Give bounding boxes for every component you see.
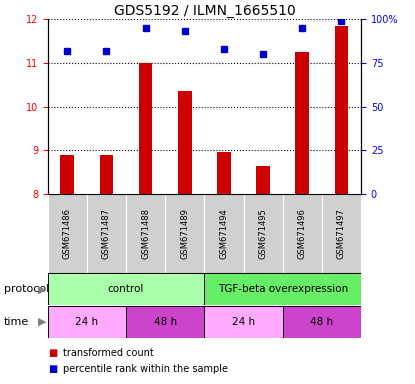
Bar xyxy=(139,63,152,194)
Text: control: control xyxy=(108,284,144,295)
Bar xyxy=(126,306,205,338)
Bar xyxy=(205,194,244,273)
Text: percentile rank within the sample: percentile rank within the sample xyxy=(63,364,229,374)
Text: 48 h: 48 h xyxy=(154,317,177,327)
Text: GSM671486: GSM671486 xyxy=(63,208,72,259)
Bar xyxy=(178,91,192,194)
Bar xyxy=(48,273,205,305)
Text: ■: ■ xyxy=(48,348,57,358)
Bar xyxy=(87,194,126,273)
Bar xyxy=(295,52,309,194)
Bar xyxy=(205,306,283,338)
Bar xyxy=(48,194,87,273)
Text: GSM671494: GSM671494 xyxy=(220,208,229,259)
Text: 24 h: 24 h xyxy=(232,317,255,327)
Text: GSM671495: GSM671495 xyxy=(259,208,268,259)
Bar xyxy=(256,166,270,194)
Bar xyxy=(283,306,361,338)
Text: GSM671487: GSM671487 xyxy=(102,208,111,259)
Text: ▶: ▶ xyxy=(38,317,46,327)
Title: GDS5192 / ILMN_1665510: GDS5192 / ILMN_1665510 xyxy=(114,4,295,18)
Bar xyxy=(322,194,361,273)
Bar xyxy=(126,194,165,273)
Bar xyxy=(283,194,322,273)
Bar xyxy=(205,273,361,305)
Text: ▶: ▶ xyxy=(38,284,46,294)
Bar xyxy=(61,155,74,194)
Text: TGF-beta overexpression: TGF-beta overexpression xyxy=(217,284,348,295)
Text: 48 h: 48 h xyxy=(310,317,333,327)
Text: transformed count: transformed count xyxy=(63,348,154,358)
Text: GSM671488: GSM671488 xyxy=(141,208,150,259)
Bar xyxy=(100,155,113,194)
Bar xyxy=(244,194,283,273)
Bar xyxy=(334,26,348,194)
Text: protocol: protocol xyxy=(4,284,49,294)
Text: GSM671497: GSM671497 xyxy=(337,208,346,259)
Text: GSM671489: GSM671489 xyxy=(180,208,189,259)
Text: 24 h: 24 h xyxy=(76,317,98,327)
Bar xyxy=(48,306,126,338)
Text: time: time xyxy=(4,317,29,327)
Text: GSM671496: GSM671496 xyxy=(298,208,307,259)
Text: ■: ■ xyxy=(48,364,57,374)
Bar xyxy=(217,152,231,194)
Bar xyxy=(165,194,204,273)
